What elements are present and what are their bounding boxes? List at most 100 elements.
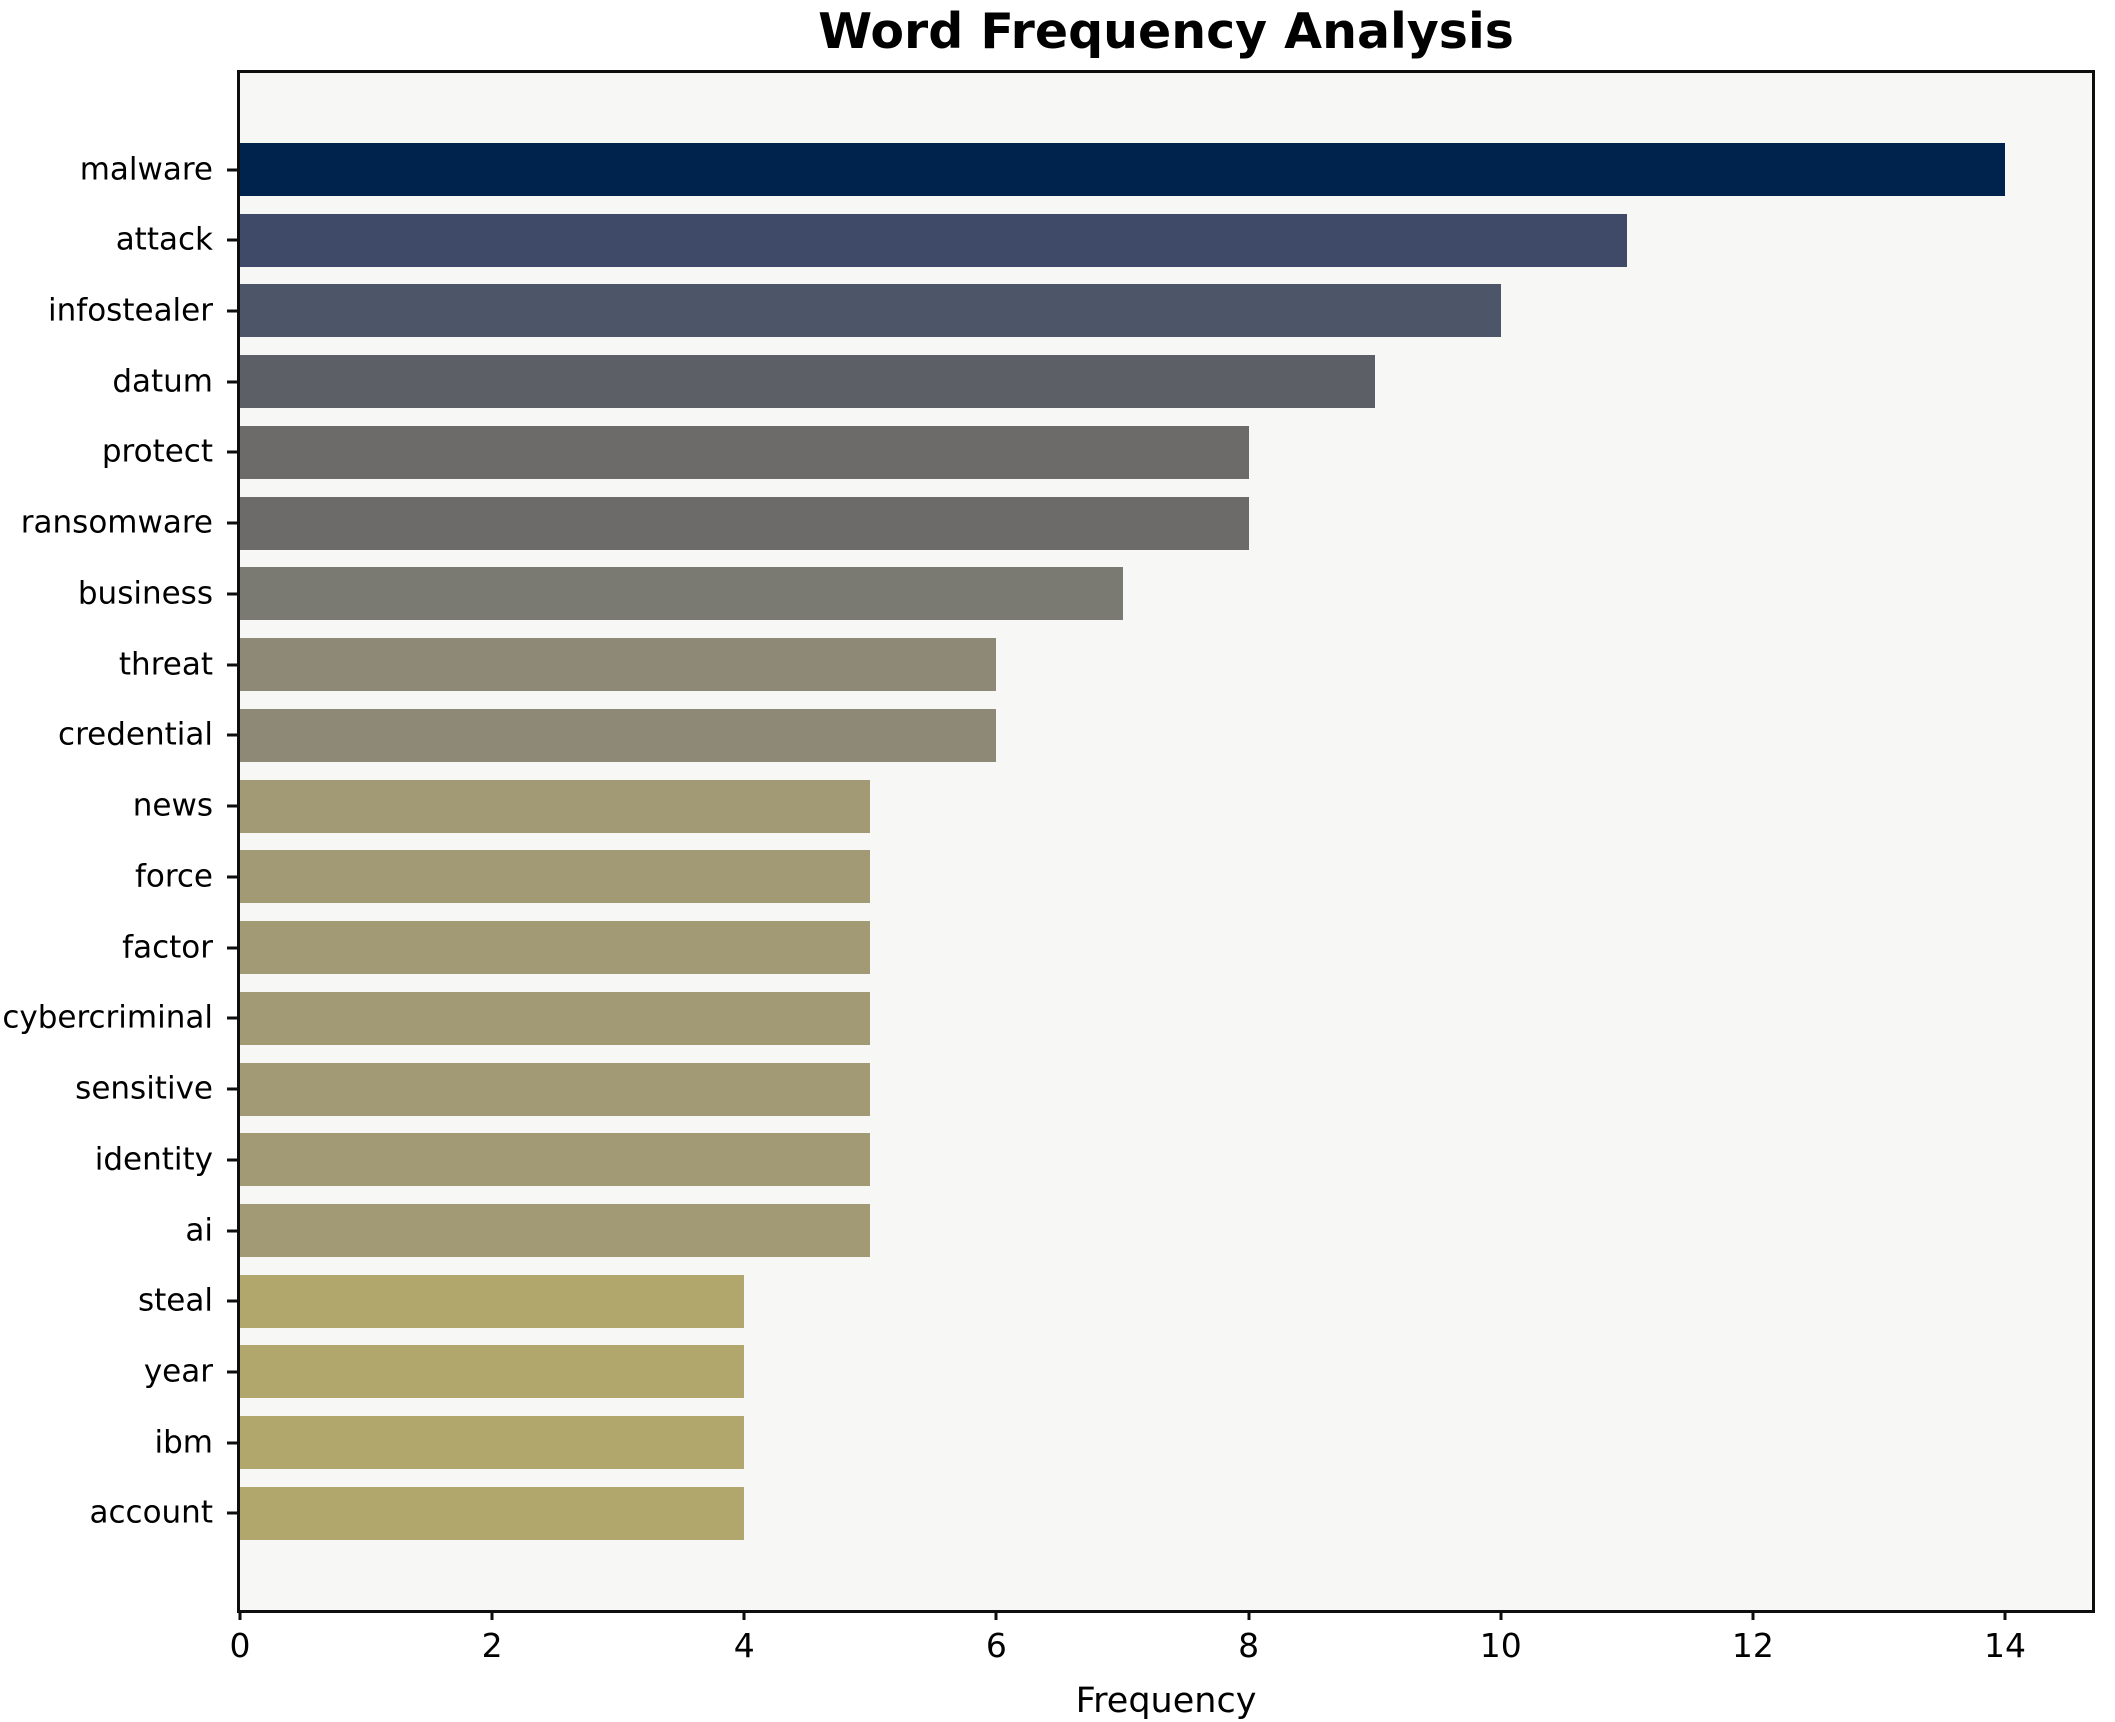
y-tick-mark <box>227 946 237 950</box>
bar-identity <box>240 1133 871 1187</box>
y-tick-mark <box>227 1370 237 1374</box>
bar-ransomware <box>240 496 1249 550</box>
y-tick-mark <box>227 380 237 384</box>
y-tick-mark <box>227 592 237 596</box>
y-tick-mark <box>227 1016 237 1020</box>
y-tick-mark <box>227 1299 237 1303</box>
bar-row-identity: identity <box>95 1133 2092 1187</box>
y-tick-label-threat: threat <box>118 646 213 683</box>
x-tick-mark <box>742 1610 746 1620</box>
y-tick-label-sensitive: sensitive <box>75 1070 213 1107</box>
y-tick-label-factor: factor <box>122 929 213 966</box>
bar-row-attack: attack <box>116 213 2092 267</box>
y-tick-label-ai: ai <box>185 1212 213 1249</box>
bar-steal <box>240 1274 745 1328</box>
bar-row-datum: datum <box>112 355 2092 409</box>
x-tick-label-12: 12 <box>1731 1626 1774 1665</box>
y-tick-label-business: business <box>77 575 213 612</box>
x-tick-mark <box>1247 1610 1251 1620</box>
bar-datum <box>240 355 1375 409</box>
bar-row-news: news <box>133 779 2092 833</box>
y-tick-mark <box>227 238 237 242</box>
bar-row-sensitive: sensitive <box>75 1062 2092 1116</box>
bar-account <box>240 1486 745 1540</box>
x-axis: 0 2 4 6 8 10 12 14 <box>230 1610 2092 1670</box>
x-tick-label-4: 4 <box>733 1626 755 1665</box>
chart-title: Word Frequency Analysis <box>818 3 1514 60</box>
bar-row-ibm: ibm <box>155 1416 2092 1470</box>
bar-row-malware: malware <box>80 143 2092 196</box>
y-tick-label-malware: malware <box>79 151 213 187</box>
bar-row-infostealer: infostealer <box>48 284 2092 338</box>
x-tick-label-6: 6 <box>985 1626 1007 1665</box>
bar-row-ransomware: ransomware <box>21 496 2092 550</box>
y-tick-mark <box>227 309 237 313</box>
bar-protect <box>240 425 1249 479</box>
bar-ai <box>240 1204 871 1258</box>
bar-malware <box>240 143 2005 196</box>
x-tick-label-10: 10 <box>1479 1626 1522 1665</box>
y-tick-label-identity: identity <box>94 1141 213 1178</box>
y-tick-mark <box>227 168 237 171</box>
x-tick-mark <box>490 1610 494 1620</box>
x-tick-mark <box>1751 1610 1755 1620</box>
y-tick-mark <box>227 521 237 525</box>
bar-row-year: year <box>144 1345 2092 1399</box>
bar-row-cybercriminal: cybercriminal <box>2 991 2092 1045</box>
y-tick-label-infostealer: infostealer <box>48 292 213 329</box>
x-tick-label-8: 8 <box>1238 1626 1260 1665</box>
y-tick-mark <box>227 1158 237 1162</box>
bar-attack <box>240 213 1627 267</box>
y-tick-mark <box>227 733 237 737</box>
x-tick-label-0: 0 <box>229 1626 251 1665</box>
bar-ibm <box>240 1416 745 1470</box>
bar-row-force: force <box>135 850 2092 904</box>
bar-force <box>240 850 871 904</box>
y-tick-label-ibm: ibm <box>154 1424 214 1461</box>
x-tick-label-14: 14 <box>1984 1626 2026 1665</box>
y-tick-label-attack: attack <box>115 221 213 258</box>
x-axis-label: Frequency <box>1075 1681 1257 1721</box>
y-tick-mark <box>227 1441 237 1445</box>
y-tick-label-datum: datum <box>112 363 213 400</box>
x-tick-mark <box>2003 1610 2007 1620</box>
bar-business <box>240 567 1123 621</box>
bar-row-protect: protect <box>102 425 2092 479</box>
x-tick-mark <box>238 1610 242 1620</box>
bar-news <box>240 779 871 833</box>
y-tick-mark <box>227 1229 237 1233</box>
y-tick-label-credential: credential <box>58 716 213 753</box>
bar-infostealer <box>240 284 1501 338</box>
x-tick-label-2: 2 <box>481 1626 503 1665</box>
bars-band: malware attack infostealer datum protect rans… <box>2 143 2092 1540</box>
y-tick-label-account: account <box>89 1494 213 1531</box>
bar-cybercriminal <box>240 991 871 1045</box>
bar-row-steal: steal <box>138 1274 2092 1328</box>
bar-row-factor: factor <box>122 921 2092 975</box>
x-tick-mark <box>1499 1610 1503 1620</box>
y-tick-mark <box>227 450 237 454</box>
bar-factor <box>240 921 871 975</box>
bar-sensitive <box>240 1062 871 1116</box>
y-tick-mark <box>227 1511 237 1515</box>
bar-credential <box>240 708 997 762</box>
y-tick-mark <box>227 663 237 667</box>
y-tick-label-protect: protect <box>101 433 213 470</box>
y-tick-label-ransomware: ransomware <box>20 504 213 541</box>
x-tick-mark <box>994 1610 998 1620</box>
bar-year <box>240 1345 745 1399</box>
bar-threat <box>240 638 997 692</box>
bar-row-ai: ai <box>185 1204 2092 1258</box>
y-tick-label-cybercriminal: cybercriminal <box>2 999 213 1036</box>
y-tick-label-steal: steal <box>138 1282 213 1319</box>
plot-area: malware attack infostealer datum protect rans… <box>2 70 2095 1664</box>
bar-row-account: account <box>89 1486 2092 1540</box>
y-tick-mark <box>227 804 237 808</box>
bar-row-business: business <box>78 567 2092 621</box>
bar-row-credential: credential <box>58 708 2092 762</box>
bar-row-threat: threat <box>119 638 2092 692</box>
y-tick-mark <box>227 1087 237 1091</box>
y-tick-mark <box>227 875 237 879</box>
y-tick-label-year: year <box>143 1353 213 1390</box>
